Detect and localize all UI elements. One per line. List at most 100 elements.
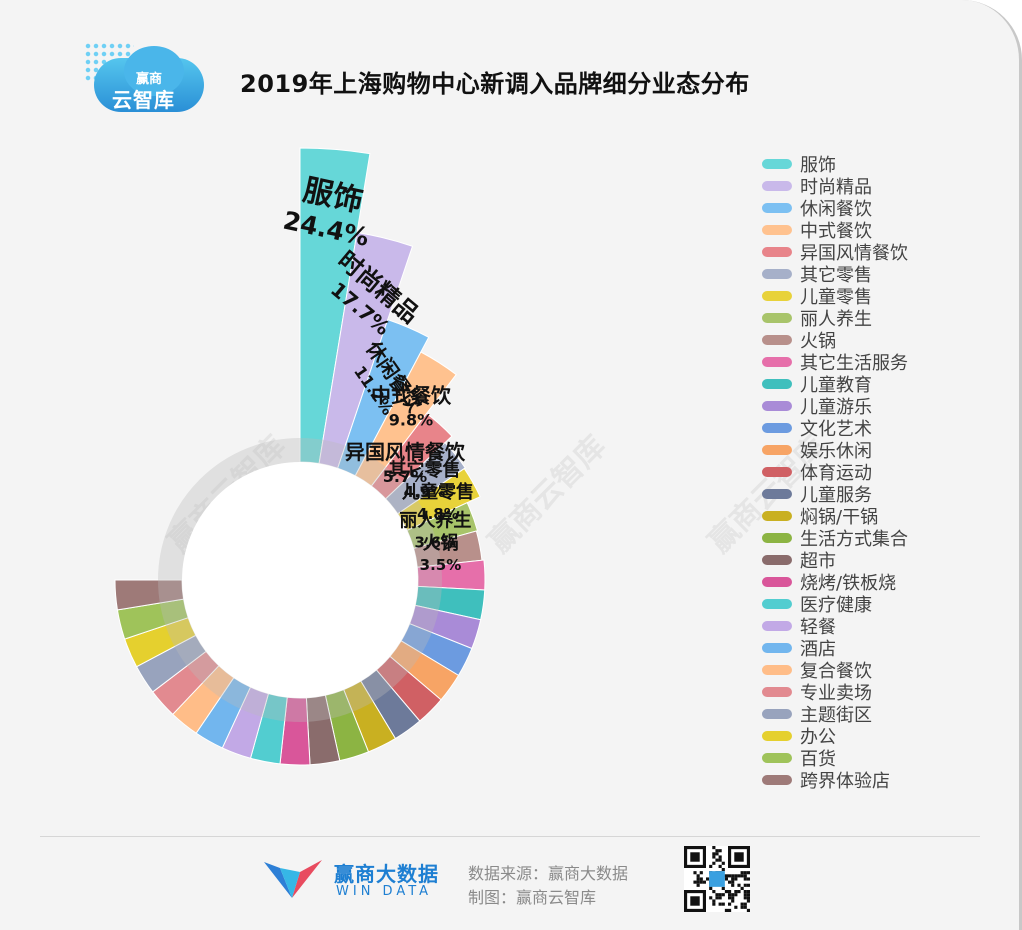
legend-label: 跨界体验店	[800, 771, 890, 792]
legend-swatch	[762, 753, 792, 763]
legend-swatch	[762, 291, 792, 301]
slice-value-label: 4.8%	[417, 505, 459, 523]
slice-category-label: 儿童零售	[401, 481, 474, 503]
slice-category-label: 火锅	[422, 532, 458, 554]
legend-item: 其它零售	[762, 263, 908, 286]
legend-item: 儿童零售	[762, 285, 908, 308]
legend-label: 专业卖场	[800, 683, 872, 704]
chart-maker: 制图：赢商云智库	[468, 888, 597, 907]
footer-brand-cn: 赢商大数据	[334, 862, 439, 886]
legend-label: 儿童零售	[800, 287, 872, 308]
legend-item: 生活方式集合	[762, 527, 908, 550]
legend-item: 专业卖场	[762, 681, 908, 704]
legend-swatch	[762, 555, 792, 565]
legend-swatch	[762, 269, 792, 279]
legend-item: 文化艺术	[762, 417, 908, 440]
yingshang-logo: 赢商 云智库	[84, 40, 206, 116]
slice-label: 中式餐饮 9.8%	[371, 383, 452, 429]
legend-swatch	[762, 423, 792, 433]
slice-label: 火锅 3.5%	[420, 532, 462, 574]
legend-swatch	[762, 445, 792, 455]
legend-item: 儿童教育	[762, 373, 908, 396]
legend-item: 跨界体验店	[762, 769, 908, 792]
legend-label: 办公	[800, 727, 836, 748]
slice-value-label: 3.6%	[415, 533, 457, 551]
legend-label: 儿童服务	[800, 485, 872, 506]
legend-swatch	[762, 313, 792, 323]
legend-item: 异国风情餐饮	[762, 241, 908, 264]
slice-label: 儿童零售 4.8%	[401, 481, 474, 523]
legend-swatch	[762, 247, 792, 257]
legend-item: 体育运动	[762, 461, 908, 484]
legend-item: 超市	[762, 549, 908, 572]
slice-label: 丽人养生 3.6%	[399, 509, 471, 551]
logo-cloud-bump	[124, 46, 184, 96]
legend-label: 休闲餐饮	[800, 199, 872, 220]
legend-swatch	[762, 401, 792, 411]
legend-item: 时尚精品	[762, 175, 908, 198]
legend-label: 异国风情餐饮	[800, 243, 908, 264]
slice-category-label: 中式餐饮	[371, 383, 452, 407]
slice-value-label: 3.5%	[420, 556, 462, 574]
slice-category-label: 丽人养生	[399, 509, 471, 531]
legend-swatch	[762, 599, 792, 609]
legend-label: 主题街区	[800, 705, 872, 726]
slice-category-label: 其它零售	[388, 459, 460, 481]
legend-swatch	[762, 467, 792, 477]
legend-label: 儿童游乐	[800, 397, 872, 418]
donut-inner-ring	[158, 438, 442, 722]
slice-value-label: 4.9%	[404, 483, 446, 501]
legend-swatch	[762, 643, 792, 653]
legend-item: 火锅	[762, 329, 908, 352]
legend-item: 其它生活服务	[762, 351, 908, 374]
legend-item: 复合餐饮	[762, 659, 908, 682]
donut-hole	[182, 462, 418, 698]
legend-swatch	[762, 511, 792, 521]
legend-label: 其它生活服务	[800, 353, 908, 374]
legend-label: 娱乐休闲	[800, 441, 872, 462]
page-title: 2019年上海购物中心新调入品牌细分业态分布	[240, 70, 750, 98]
footer-brand-en: WIN DATA	[336, 884, 433, 899]
legend-label: 丽人养生	[800, 309, 872, 330]
legend: 服饰 时尚精品 休闲餐饮 中式餐饮 异国风情餐饮 其它零售 儿童零售 丽人养生 火锅 其它生活服务…	[762, 153, 908, 792]
legend-label: 焖锅/干锅	[800, 507, 879, 528]
slice-label: 其它零售 4.9%	[388, 459, 460, 501]
qr-code-icon	[684, 846, 750, 912]
legend-swatch	[762, 731, 792, 741]
legend-swatch	[762, 687, 792, 697]
legend-label: 服饰	[800, 155, 836, 176]
footer-divider	[40, 836, 980, 837]
legend-swatch	[762, 489, 792, 499]
rose-slices	[114, 147, 486, 766]
legend-label: 其它零售	[800, 265, 872, 286]
legend-label: 医疗健康	[800, 595, 872, 616]
legend-item: 酒店	[762, 637, 908, 660]
legend-label: 文化艺术	[800, 419, 872, 440]
legend-label: 体育运动	[800, 463, 872, 484]
logo-text-bottom: 云智库	[112, 88, 175, 112]
legend-label: 烧烤/铁板烧	[800, 573, 897, 594]
legend-item: 轻餐	[762, 615, 908, 638]
legend-swatch	[762, 379, 792, 389]
legend-swatch	[762, 335, 792, 345]
slice-value-label: 5.7%	[383, 467, 427, 486]
legend-item: 办公	[762, 725, 908, 748]
data-source: 数据来源：赢商大数据	[468, 864, 629, 883]
legend-item: 儿童游乐	[762, 395, 908, 418]
legend-label: 儿童教育	[800, 375, 872, 396]
legend-swatch	[762, 665, 792, 675]
legend-item: 丽人养生	[762, 307, 908, 330]
legend-item: 服饰	[762, 153, 908, 176]
legend-item: 百货	[762, 747, 908, 770]
legend-swatch	[762, 357, 792, 367]
logo-text-top: 赢商	[136, 72, 163, 87]
legend-item: 中式餐饮	[762, 219, 908, 242]
slice-label: 异国风情餐饮 5.7%	[345, 440, 466, 486]
legend-label: 中式餐饮	[800, 221, 872, 242]
legend-label: 复合餐饮	[800, 661, 872, 682]
legend-label: 酒店	[800, 639, 836, 660]
legend-swatch	[762, 203, 792, 213]
legend-swatch	[762, 533, 792, 543]
